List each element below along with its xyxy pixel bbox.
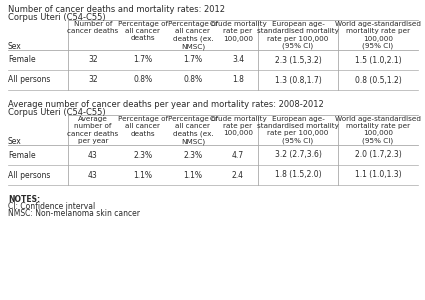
Text: Corpus Uteri (C54-C55): Corpus Uteri (C54-C55)	[8, 13, 106, 22]
Text: 1.1%: 1.1%	[184, 170, 202, 179]
Text: 2.3%: 2.3%	[133, 151, 153, 160]
Text: 0.8%: 0.8%	[133, 76, 153, 85]
Text: Sex: Sex	[8, 137, 22, 146]
Text: Percentage of
all cancer
deaths (ex.
NMSC): Percentage of all cancer deaths (ex. NMS…	[168, 21, 218, 50]
Text: Female: Female	[8, 151, 36, 160]
Text: 1.8 (1.5,2.0): 1.8 (1.5,2.0)	[275, 170, 321, 179]
Text: Number of
cancer deaths: Number of cancer deaths	[68, 21, 119, 34]
Text: Percentage of
all cancer
deaths: Percentage of all cancer deaths	[118, 21, 168, 41]
Text: Percentage of
all cancer
deaths: Percentage of all cancer deaths	[118, 116, 168, 136]
Text: European age-
standardised mortality
rate per 100,000
(95% CI): European age- standardised mortality rat…	[257, 116, 339, 144]
Text: All persons: All persons	[8, 76, 51, 85]
Text: 1.7%: 1.7%	[133, 56, 153, 64]
Text: NMSC: Non-melanoma skin cancer: NMSC: Non-melanoma skin cancer	[8, 209, 140, 218]
Text: 2.3%: 2.3%	[184, 151, 203, 160]
Text: 1.1%: 1.1%	[133, 170, 153, 179]
Text: 0.8 (0.5,1.2): 0.8 (0.5,1.2)	[354, 76, 401, 85]
Text: Corpus Uteri (C54-C55): Corpus Uteri (C54-C55)	[8, 108, 106, 117]
Text: 3.2 (2.7,3.6): 3.2 (2.7,3.6)	[275, 151, 321, 160]
Text: 32: 32	[88, 56, 98, 64]
Text: CI: Confidence interval: CI: Confidence interval	[8, 202, 95, 211]
Text: 43: 43	[88, 170, 98, 179]
Text: Average number of cancer deaths per year and mortality rates: 2008-2012: Average number of cancer deaths per year…	[8, 100, 324, 109]
Text: All persons: All persons	[8, 170, 51, 179]
Text: 1.3 (0.8,1.7): 1.3 (0.8,1.7)	[275, 76, 321, 85]
Text: Crude mortality
rate per
100,000: Crude mortality rate per 100,000	[210, 21, 266, 41]
Text: Sex: Sex	[8, 42, 22, 51]
Text: World age-standardised
mortality rate per
100,000
(95% CI): World age-standardised mortality rate pe…	[335, 21, 421, 49]
Text: 1.8: 1.8	[232, 76, 244, 85]
Text: Percentage of
all cancer
deaths (ex.
NMSC): Percentage of all cancer deaths (ex. NMS…	[168, 116, 218, 145]
Text: 32: 32	[88, 76, 98, 85]
Text: 1.1 (1.0,1.3): 1.1 (1.0,1.3)	[355, 170, 401, 179]
Text: World age-standardised
mortality rate per
100,000
(95% CI): World age-standardised mortality rate pe…	[335, 116, 421, 144]
Text: European age-
standardised mortality
rate per 100,000
(95% CI): European age- standardised mortality rat…	[257, 21, 339, 49]
Text: 2.0 (1.7,2.3): 2.0 (1.7,2.3)	[354, 151, 401, 160]
Text: 1.5 (1.0,2.1): 1.5 (1.0,2.1)	[355, 56, 401, 64]
Text: Average
number of
cancer deaths
per year: Average number of cancer deaths per year	[68, 116, 119, 144]
Text: 43: 43	[88, 151, 98, 160]
Text: 0.8%: 0.8%	[184, 76, 203, 85]
Text: Number of cancer deaths and mortality rates: 2012: Number of cancer deaths and mortality ra…	[8, 5, 225, 14]
Text: Female: Female	[8, 56, 36, 64]
Text: NOTES:: NOTES:	[8, 195, 40, 204]
Text: Crude mortality
rate per
100,000: Crude mortality rate per 100,000	[210, 116, 266, 136]
Text: 4.7: 4.7	[232, 151, 244, 160]
Text: 2.3 (1.5,3.2): 2.3 (1.5,3.2)	[275, 56, 321, 64]
Text: 3.4: 3.4	[232, 56, 244, 64]
Text: 2.4: 2.4	[232, 170, 244, 179]
Text: 1.7%: 1.7%	[184, 56, 203, 64]
